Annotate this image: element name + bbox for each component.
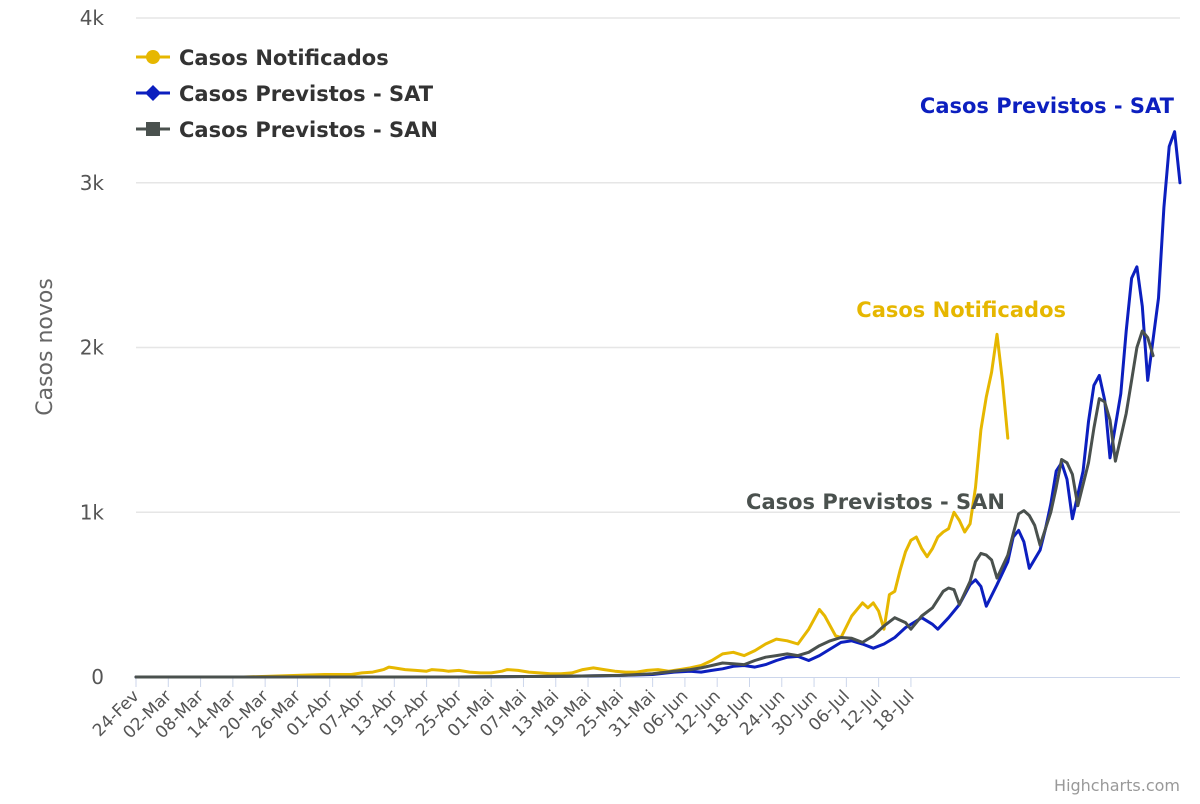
circle-marker-icon [146, 50, 160, 64]
series-end-label: Casos Notificados [856, 298, 1066, 322]
legend: Casos Notificados Casos Previstos - SAT Ca… [136, 46, 438, 142]
y-axis-ticks: 0 1k 2k 3k 4k [80, 6, 105, 689]
legend-item[interactable]: Casos Previstos - SAT [136, 82, 434, 106]
y-tick-label: 3k [80, 171, 105, 195]
square-marker-icon [146, 122, 160, 136]
legend-item[interactable]: Casos Previstos - SAN [136, 118, 438, 142]
y-tick-label: 0 [91, 665, 104, 689]
series-casos-notificados[interactable] [134, 332, 1010, 679]
series-end-labels: Casos Previstos - SAT Casos Notificados Ca… [746, 94, 1175, 514]
grid-lines [136, 17, 1180, 513]
series-casos-previstos-san[interactable] [134, 329, 1155, 679]
series-end-label: Casos Previstos - SAN [746, 490, 1005, 514]
credits-link[interactable]: Highcharts.com [1054, 776, 1180, 795]
legend-label: Casos Previstos - SAT [179, 82, 434, 106]
y-tick-label: 2k [80, 336, 105, 360]
legend-item[interactable]: Casos Notificados [136, 46, 389, 70]
x-axis-ticks: 24-Fev02-Mar08-Mar14-Mar20-Mar26-Mar01-A… [89, 677, 918, 743]
y-tick-label: 4k [80, 6, 105, 30]
legend-label: Casos Notificados [179, 46, 389, 70]
series-casos-previstos-sat[interactable] [134, 130, 1182, 679]
y-tick-label: 1k [80, 500, 105, 524]
series-lines [134, 130, 1182, 679]
y-axis-title: Casos novos [33, 278, 58, 416]
series-end-label: Casos Previstos - SAT [920, 94, 1175, 118]
legend-label: Casos Previstos - SAN [179, 118, 438, 142]
diamond-marker-icon [145, 85, 161, 101]
